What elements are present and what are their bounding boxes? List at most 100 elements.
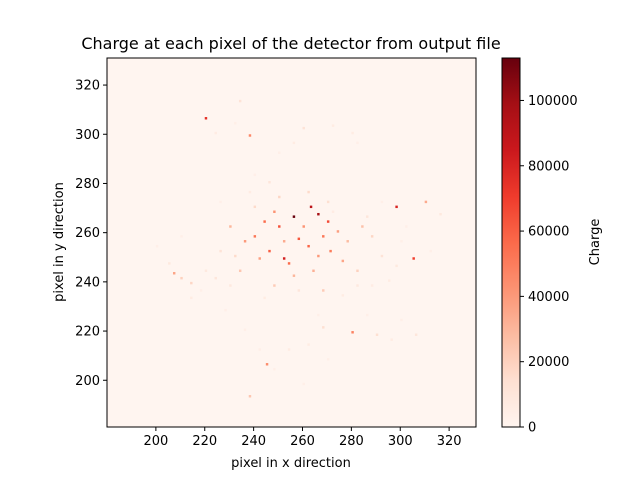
y-axis-ticks: 200 220 240 260 280 300 320 [75,79,107,389]
x-tick-label: 220 [192,434,217,449]
heatmap-cell [224,308,227,312]
heatmap-cell [341,294,345,297]
heatmap-cell [331,124,335,127]
heatmap-cell [331,210,335,213]
plot-frame [106,57,477,428]
heatmap-cell [405,225,408,228]
heatmap-cell [351,131,354,135]
colorbar-tick-label: 20000 [528,355,569,370]
heatmap-cell [390,338,393,341]
heatmap-cell [336,230,340,233]
heatmap-cell [375,333,379,336]
heatmap-cell [326,200,330,204]
colorbar-tick-label: 40000 [528,290,569,305]
heatmap-cell [278,151,281,154]
x-tick-label: 260 [290,434,315,449]
colorbar-label: Charge [588,219,603,266]
y-tick-label: 300 [75,128,100,143]
x-tick-label: 320 [437,434,462,449]
heatmap-cell [214,131,217,135]
heatmap-cell [253,173,257,177]
y-tick-label: 220 [75,325,100,340]
heatmap-cell [317,212,320,216]
heatmap-cell [214,276,217,280]
heatmap-cell [204,269,208,273]
heatmap-cell [414,333,418,336]
heatmap-cell [199,289,203,292]
heatmap-cell [265,363,269,366]
x-axis-ticks: 200 220 240 260 280 300 320 [143,427,462,449]
heatmap-cell [229,284,232,287]
heatmap-cell [263,296,266,300]
heatmap-cell [273,367,276,371]
x-tick-label: 240 [241,434,266,449]
heatmap-cell [238,269,242,273]
heatmap-cells [155,99,442,398]
heatmap-cell [219,249,222,253]
plot-area [107,58,476,427]
heatmap-cell [273,284,276,287]
heatmap-cell [248,134,252,137]
heatmap-cell [388,279,391,282]
x-axis-label: pixel in x direction [231,456,351,471]
heatmap-cell [356,269,359,273]
heatmap-cell [326,220,330,223]
heatmap-cell [366,215,369,218]
heatmap-cell [273,210,276,213]
colorbar-tick-label: 100000 [528,94,578,109]
colorbar-tick-label: 0 [528,421,536,436]
y-tick-label: 240 [75,275,100,290]
heatmap-cell [370,284,374,287]
heatmap-cell [361,225,364,228]
heatmap-cell [234,121,237,125]
heatmap-cell [346,240,349,243]
colorbar-tick-label: 80000 [528,159,569,174]
heatmap-cell [243,328,247,332]
y-tick-label: 280 [75,177,100,192]
y-tick-label: 200 [75,374,100,389]
x-tick-label: 200 [143,434,168,449]
heatmap-cell [326,358,330,361]
heatmap-cell [219,200,222,204]
heatmap-cell [356,141,359,145]
x-tick-label: 300 [388,434,413,449]
heatmap-cell [253,235,257,238]
heatmap-cell [400,318,403,322]
heatmap-cell [351,331,354,334]
heatmap-cell [395,205,398,209]
heatmap-cell [190,296,193,300]
colorbar-tick-label: 60000 [528,225,569,240]
chart-title: Charge at each pixel of the detector fro… [81,34,500,53]
heatmap-cell [356,284,359,287]
heatmap-cell [229,225,232,228]
heatmap-cell [400,240,403,243]
heatmap-cell [322,326,325,329]
heatmap-cell [180,235,183,238]
heatmap-cell [297,237,301,241]
heatmap-cell [287,348,291,351]
heatmap-cell [302,225,305,228]
heatmap-cell [258,348,261,351]
heatmap-cell [282,240,286,243]
heatmap-cell [278,225,281,228]
heatmap-cell [380,200,384,204]
x-tick-label: 280 [339,434,364,449]
heatmap-cell [370,235,374,238]
heatmap-cell [248,395,252,398]
heatmap-cell [307,343,310,346]
heatmap-cell [302,382,305,386]
y-tick-label: 320 [75,79,100,94]
heatmap-cell [263,220,266,223]
colorbar [501,57,521,428]
heatmap-cell [268,249,271,253]
heatmap-cell [395,264,398,268]
heatmap-cell [317,254,320,258]
heatmap-cell [190,281,193,285]
heatmap-cell [312,269,315,273]
heatmap-cell [268,181,271,184]
heatmap-cell [412,257,415,260]
heatmap-cell [309,205,313,209]
heatmap-cell [292,141,296,145]
heatmap-cell [243,240,247,243]
